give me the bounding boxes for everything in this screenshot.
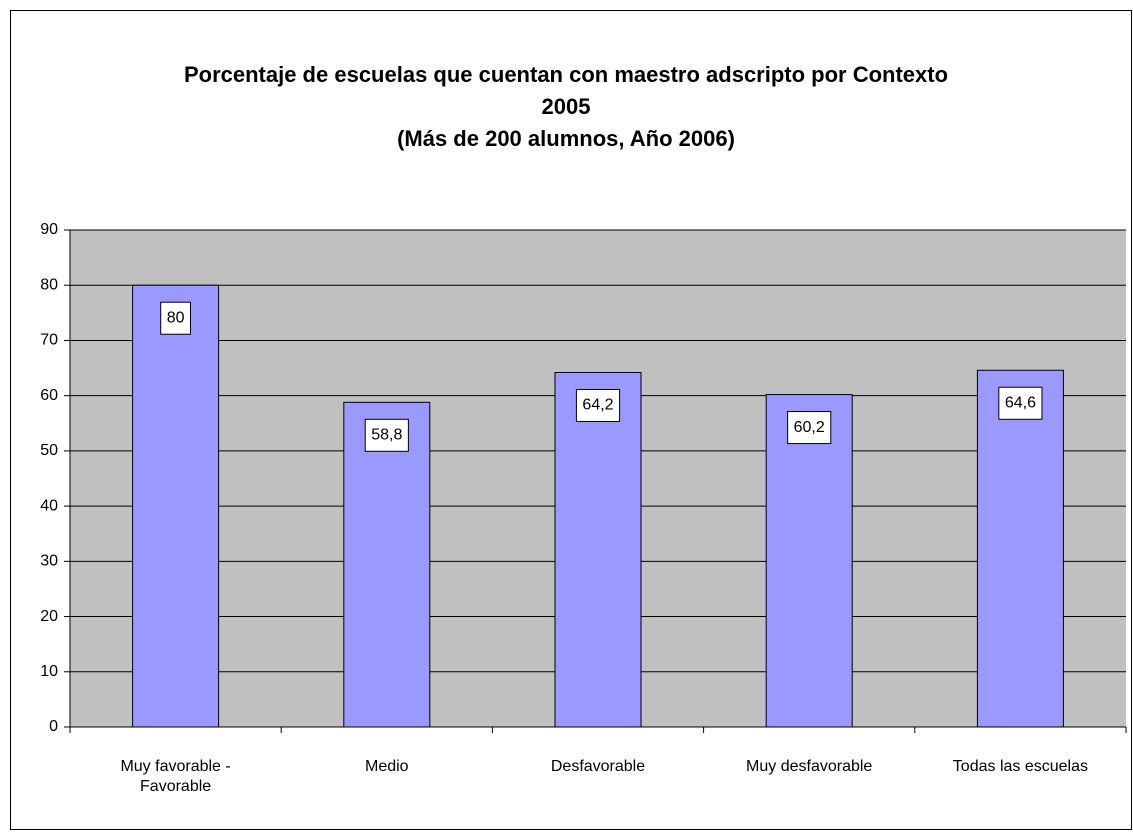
data-label: 64,6 — [1005, 394, 1036, 411]
y-tick-label: 30 — [40, 553, 58, 570]
data-label: 80 — [167, 309, 185, 326]
x-tick-label: Desfavorable — [550, 758, 646, 775]
y-tick-label: 80 — [40, 276, 58, 293]
y-tick-label: 0 — [49, 718, 58, 735]
data-label: 58,8 — [371, 427, 402, 444]
data-label-box — [575, 388, 621, 422]
bar — [554, 371, 642, 728]
y-tick-label: 40 — [40, 497, 58, 514]
bar — [343, 401, 431, 728]
x-tick-label: Todas las escuelas — [952, 758, 1088, 775]
data-label-box — [787, 411, 832, 445]
bar — [132, 284, 220, 728]
y-tick-label: 90 — [40, 221, 58, 238]
y-tick-label: 70 — [40, 332, 58, 349]
bar — [976, 369, 1064, 728]
chart-subtitle: (Más de 200 alumnos, Año 2006) — [397, 126, 735, 151]
data-label-box — [998, 386, 1043, 420]
y-tick-label: 60 — [40, 387, 58, 404]
bar — [765, 394, 853, 728]
y-tick-label: 10 — [40, 663, 58, 680]
x-tick-label: Muy desfavorable — [746, 758, 873, 775]
x-tick-label: Medio — [365, 758, 409, 775]
x-tick-label: Muy favorable - Favorable — [120, 758, 231, 795]
chart-title: Porcentaje de escuelas que cuentan con m… — [183, 62, 949, 119]
data-label-box — [160, 301, 191, 335]
data-label: 60,2 — [794, 419, 825, 436]
y-tick-label: 50 — [40, 442, 58, 459]
data-label-box — [364, 418, 409, 452]
y-tick-label: 20 — [40, 608, 58, 625]
data-label: 64,2 — [582, 397, 613, 414]
